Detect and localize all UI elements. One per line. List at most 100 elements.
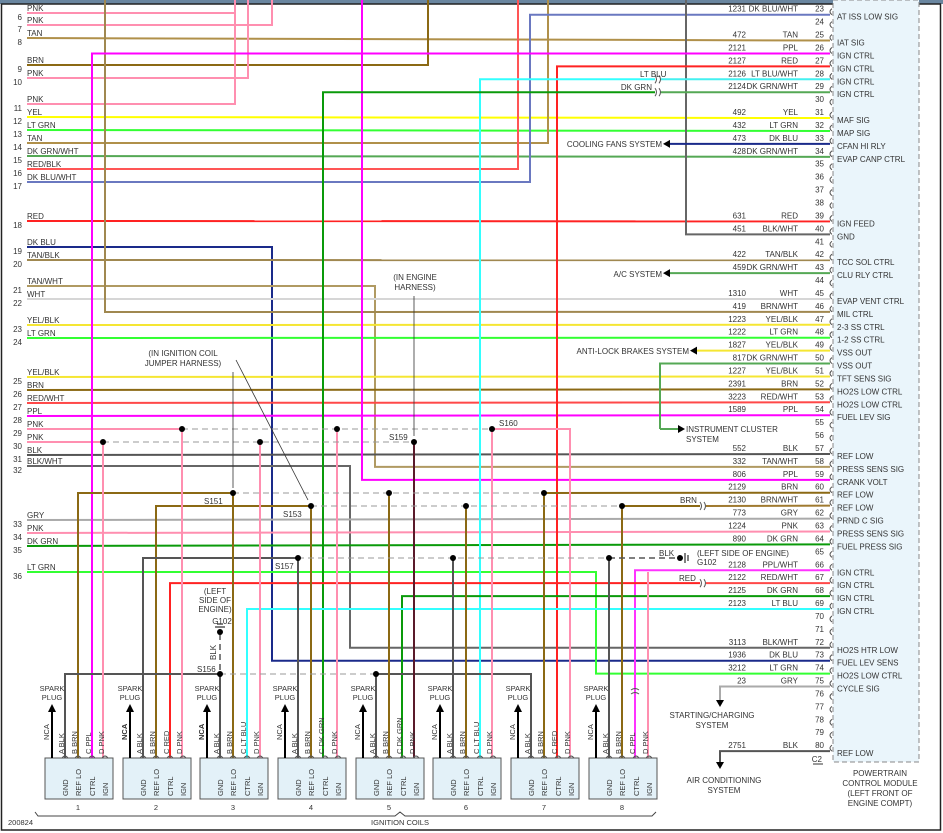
pcm-pin-number: 39 [815,211,824,220]
coil-pin-icon [152,755,160,759]
cooling-fans-system-link: COOLING FANS SYSTEM [567,140,662,149]
coil-pin-label: B BRN [536,731,545,754]
ignition-coil-8 [588,704,658,800]
pcm-wire-color: DK BLU [769,134,798,143]
left-pin-number: 27 [13,403,22,412]
coil-terminal-label: REF LO [152,769,161,796]
wire-blk [142,557,298,758]
splice-dot [179,426,185,432]
splice-dot [411,439,417,445]
coil-terminal-label: CTRL [243,776,252,796]
inline-label: RED [679,574,696,583]
pcm-wire-color: PPL/WHT [762,560,798,569]
spark-plug-label: PLUG [508,693,529,702]
pcm-pin-number: 41 [815,237,824,246]
spark-plug-label: SPARK [584,684,609,693]
left-pin-number: 12 [13,117,22,126]
wire-ppl-wht [634,569,830,758]
left-wire-color: PNK [27,16,44,25]
left-pin-number: 36 [13,572,22,581]
coil-pin-icon [412,755,420,759]
pcm-circuit-number: 492 [733,108,747,117]
pcm-pin-function: MIL CTRL [837,310,874,319]
wire-dk-grn [26,543,831,547]
pin-terminal-icon [829,253,833,261]
coil-pin-label: D PNK [408,731,417,754]
spark-plug-arrow-icon [203,704,211,712]
ground-label: G102 [212,617,232,626]
splice-label: S151 [204,497,223,506]
callout-leader [235,359,309,501]
pcm-pin-function: EVAP CANP CTRL [837,155,906,164]
pin-terminal-icon [829,589,833,597]
pcm-pin-function: PRND C SIG [837,517,884,526]
left-wire-color: RED/BLK [27,160,62,169]
spark-plug-label: SPARK [273,684,298,693]
coil-terminal-label: GND [527,779,536,796]
splice-dot [257,439,263,445]
pcm-pin-number: 52 [815,379,824,388]
pcm-pin-number: 69 [815,599,824,608]
pcm-pin-number: 42 [815,250,824,259]
splice-dot [295,555,301,561]
wire-pnk [27,0,273,26]
pcm-circuit-number: 2130 [728,496,746,505]
coil-number: 4 [309,803,313,812]
pcm-pin-function: TCC SOL CTRL [837,258,895,267]
pcm-pin-number: 44 [815,276,824,285]
pcm-pin-number: 66 [815,560,824,569]
coil-pin-icon [139,755,147,759]
wire-gry [26,517,831,521]
pcm-pin-function: REF LOW [837,491,874,500]
pcm-pin-number: 57 [815,444,824,453]
pcm-pin-function: CYCLE SIG [837,685,880,694]
coil-terminal-label: CTRL [399,776,408,796]
splice-label: S157 [275,562,294,571]
pcm-pin-function: CFAN HI RLY [837,142,886,151]
spark-plug-label: PLUG [42,693,63,702]
left-pin-number: 23 [13,325,22,334]
wire-pnk [26,530,831,534]
coil-number: 1 [76,803,80,812]
pcm-pin-function: FUEL PRESS SIG [837,542,903,551]
coil-terminal-label: REF LO [385,769,394,796]
pcm-pin-function: MAF SIG [837,116,870,125]
pcm-circuit-number: 2126 [728,69,746,78]
pcm-wire-color: GRY [781,509,799,518]
pcm-circuit-number: 3212 [728,664,746,673]
left-wire-color: PPL [27,407,43,416]
pcm-pin-function: CLU RLY CTRL [837,271,894,280]
pcm-circuit-number: 2123 [728,599,746,608]
instrument-cluster-link: SYSTEM [686,435,719,444]
pcm-pin-number: 65 [815,547,824,556]
coil-pin-icon [101,755,109,759]
left-pin-number: 28 [13,416,22,425]
pin-terminal-icon [829,240,833,248]
top-bar [0,0,943,4]
coil-terminal-label: IGN [567,783,576,796]
left-pin-number: 34 [13,533,22,542]
wires [26,0,831,762]
spark-plug-label: PLUG [353,693,374,702]
left-wire-color: BLK/WHT [27,457,63,466]
pcm-pin-function: HO2S LOW CTRL [837,400,903,409]
instrument-cluster-link: INSTRUMENT CLUSTER [686,425,778,434]
wire-ppl [26,414,831,417]
pin-terminal-icon [829,550,833,558]
coil-body [44,757,114,800]
inline-connector-icon [699,578,706,588]
left-pin-number: 24 [13,338,22,347]
pcm-pin-number: 55 [815,418,824,427]
pin-terminal-icon [829,628,833,636]
left-pin-number: 11 [14,104,23,113]
pcm-circuit-number: 1227 [728,366,746,375]
pcm-pin-number: 56 [815,431,824,440]
pin-terminal-icon [829,615,833,623]
pcm-pin-function: GND [837,232,855,241]
left-pin-number: 7 [18,25,23,34]
ground-icon [677,553,689,563]
spark-plug-arrow-icon [514,704,522,712]
splice-dot [100,439,106,445]
pin-terminal-icon [829,576,833,584]
